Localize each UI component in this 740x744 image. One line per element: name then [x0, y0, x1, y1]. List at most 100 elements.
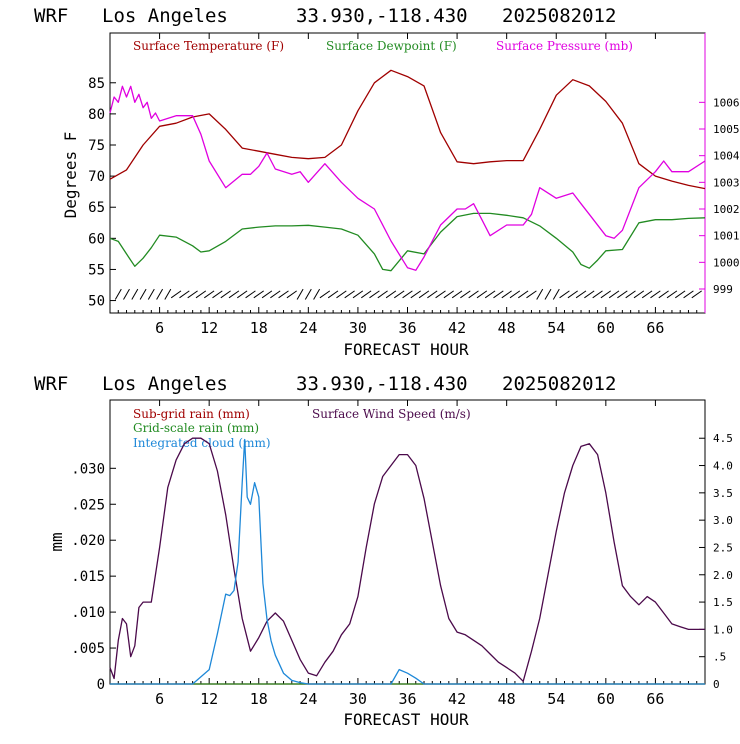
- panel-1-y2-tick-label: 1002: [713, 203, 740, 216]
- panel-2-series-wind: [109, 437, 705, 682]
- panel-1: WRF Los Angeles 33.930,-118.430 20250820…: [34, 5, 633, 359]
- panel-2-y2-tick-label: .5: [713, 651, 726, 664]
- panel-1-wind-barb: [575, 290, 587, 299]
- panel-1-wind-barb: [476, 290, 488, 299]
- panel-2-title-run: 2025082012: [502, 373, 616, 395]
- panel-1-wind-barb: [286, 290, 297, 299]
- panel-2-x-tick-label: 6: [155, 690, 164, 708]
- panel-1-legend-pressure: Surface Pressure (mb): [496, 39, 633, 53]
- panel-1-series-pressure: [109, 85, 706, 271]
- panel-2-y-tick-label: .020: [71, 533, 105, 549]
- panel-1-wind-barb: [691, 290, 702, 299]
- panel-2-y-tick-label: .015: [71, 569, 105, 585]
- panel-1-x-tick-label: 24: [299, 319, 317, 337]
- panel-1-wind-barb: [156, 288, 164, 300]
- panel-2-y2-tick-label: 1.0: [713, 623, 733, 636]
- panel-1-wind-barb: [675, 290, 686, 299]
- panel-1-wind-barb: [658, 290, 669, 299]
- panel-1-y-tick-label: 60: [88, 231, 105, 247]
- panel-2-x-tick-label: 48: [498, 690, 516, 708]
- panel-1-title-run: 2025082012: [502, 5, 616, 27]
- panel-2-x-tick-label: 60: [597, 690, 615, 708]
- panel-1-wind-barb: [377, 290, 388, 299]
- panel-2-y2-tick-label: 3.5: [713, 487, 733, 500]
- panel-2-y2-tick-label: 4.0: [713, 460, 733, 473]
- panel-2-x-tick-label: 12: [200, 690, 218, 708]
- panel-1-wind-barb: [552, 288, 560, 300]
- panel-2-legend-subgrid-rain: Sub-grid rain (mm): [133, 407, 250, 421]
- panel-1-wind-barb: [114, 288, 122, 300]
- panel-2-x-tick-label: 18: [250, 690, 268, 708]
- panel-2-x-tick-label: 36: [398, 690, 416, 708]
- panel-1-wind-barb: [484, 290, 496, 299]
- panel-1-wind-barb: [361, 290, 372, 299]
- panel-1-wind-barb: [427, 290, 438, 299]
- panel-1-wind-barb: [139, 288, 147, 300]
- panel-1-plot-frame: [109, 32, 706, 314]
- panel-1-wind-barb: [253, 290, 264, 299]
- panel-1-wind-barb: [327, 290, 339, 299]
- panel-2-x-tick-label: 54: [547, 690, 565, 708]
- panel-1-title-coords: 33.930,-118.430: [296, 5, 468, 27]
- panel-1-wind-barb: [683, 290, 694, 299]
- chart-marks: 6 12 18 24 30 36 42 48 54 60 665055606570758085999…: [71, 32, 740, 708]
- panel-1-wind-barb: [460, 290, 471, 299]
- panel-1-wind-barb: [666, 290, 678, 299]
- panel-2-y-axis-label: mm: [47, 532, 66, 551]
- panel-1-wind-barb: [313, 288, 321, 300]
- panel-1-wind-barb: [435, 290, 446, 299]
- panel-1-title-model: WRF: [34, 5, 68, 27]
- panel-2-y-tick-label: .005: [71, 641, 105, 657]
- panel-2-y-tick-label: 0: [97, 677, 105, 693]
- panel-1-wind-barb: [344, 290, 355, 299]
- panel-1-x-tick-label: 12: [200, 319, 218, 337]
- panel-1-wind-barb: [319, 290, 331, 299]
- panel-2-x-axis-label: FORECAST HOUR: [343, 710, 469, 729]
- panel-2: WRF Los Angeles 33.930,-118.430 20250820…: [34, 373, 616, 729]
- panel-1-wind-barb: [544, 288, 552, 300]
- panel-2-x-tick-label: 66: [646, 690, 664, 708]
- panel-1-plot: 6 12 18 24 30 36 42 48 54 60 66 50 55 60 65 70 75 80 85 999…: [88, 32, 740, 337]
- panel-1-wind-barb: [584, 290, 595, 299]
- panel-1-wind-barb: [518, 290, 529, 299]
- panel-1-wind-barb: [237, 290, 248, 299]
- panel-2-x-tick-label: 42: [448, 690, 466, 708]
- panel-1-legend-dewpoint: Surface Dewpoint (F): [326, 39, 457, 53]
- panel-2-legend-wind: Surface Wind Speed (m/s): [312, 407, 471, 421]
- panel-1-wind-barb: [261, 290, 273, 299]
- panel-1-y-tick-label: 85: [88, 76, 105, 92]
- panel-1-y-tick-label: 75: [88, 138, 105, 154]
- panel-2-y2-tick-label: 4.5: [713, 432, 733, 445]
- panel-2-title-model: WRF: [34, 373, 68, 395]
- panel-1-y-axis-label: Degrees F: [61, 132, 80, 219]
- panel-1-wind-barb: [493, 290, 504, 299]
- panel-1-title-location: Los Angeles: [102, 5, 228, 27]
- panel-1-y2-tick-label: 1000: [713, 256, 740, 269]
- panel-1-y-tick-label: 70: [88, 169, 105, 185]
- panel-1-y-tick-label: 65: [88, 200, 105, 216]
- panel-1-wind-barb: [526, 290, 537, 299]
- panel-1-wind-barb: [617, 290, 628, 299]
- panel-1-wind-barb: [304, 288, 312, 300]
- panel-1-x-tick-label: 66: [646, 319, 664, 337]
- panel-1-wind-barb: [625, 290, 636, 299]
- panel-2-y2-tick-label: 3.0: [713, 514, 733, 527]
- panel-1-wind-barb: [536, 288, 544, 300]
- panel-1-x-tick-label: 42: [448, 319, 466, 337]
- panel-1-wind-barb: [336, 290, 347, 299]
- panel-1-y2-tick-label: 1003: [713, 176, 740, 189]
- panel-1-wind-barb: [187, 290, 198, 299]
- panel-2-x-tick-label: 24: [299, 690, 317, 708]
- panel-2-y2-tick-label: 2.5: [713, 541, 733, 554]
- panel-2-title-location: Los Angeles: [102, 373, 228, 395]
- panel-1-wind-barb: [509, 290, 521, 299]
- panel-2-y-tick-label: .025: [71, 497, 105, 513]
- panel-1-x-axis-label: FORECAST HOUR: [343, 340, 469, 359]
- panel-1-wind-barb: [592, 290, 603, 299]
- panel-1-wind-barb: [559, 290, 570, 299]
- panel-1-wind-barb: [228, 290, 240, 299]
- panel-1-wind-barb: [650, 290, 661, 299]
- panel-1-wind-barb: [179, 290, 190, 299]
- panel-1-wind-barb: [402, 290, 413, 299]
